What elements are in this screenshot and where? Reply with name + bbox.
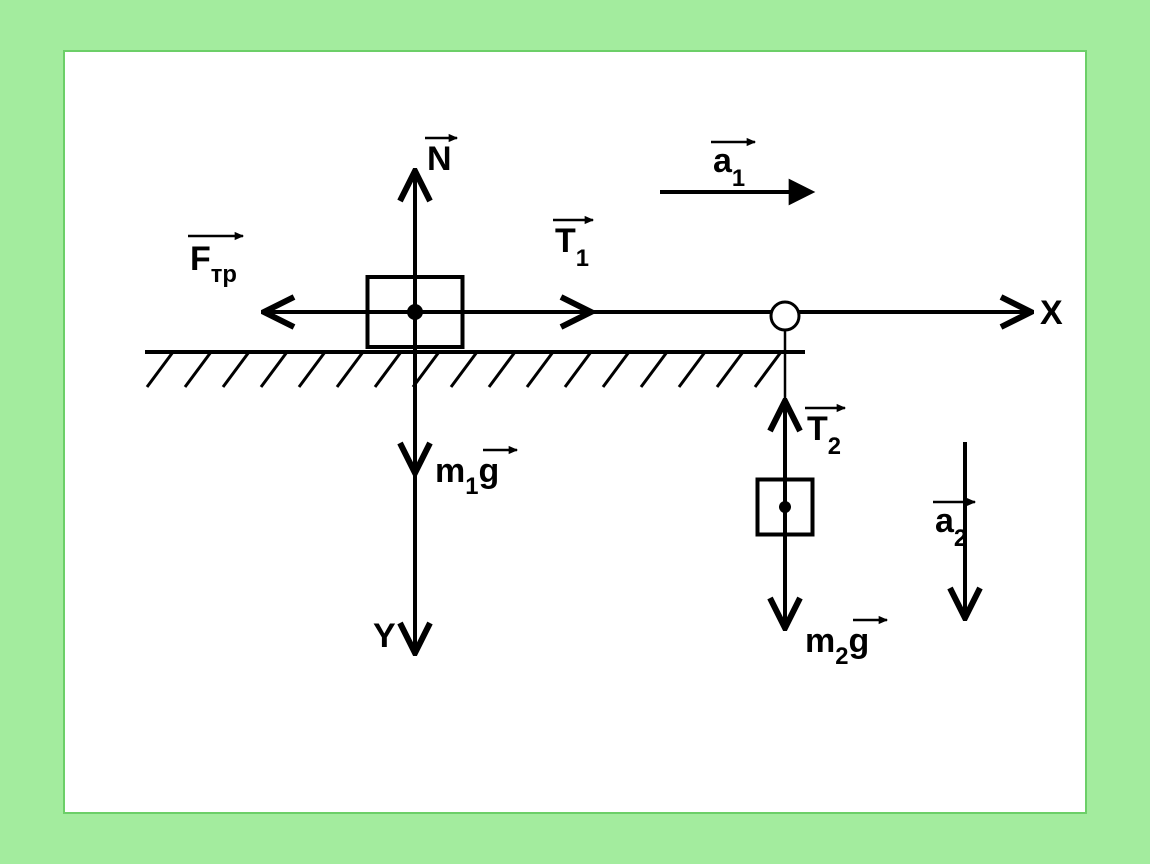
svg-text:m1g: m1g <box>435 452 499 500</box>
friction-force-label: Fтр <box>188 236 243 288</box>
normal-force-label: N <box>425 138 457 178</box>
pulley <box>771 302 799 330</box>
physics-diagram: X N Fтр <box>65 52 1085 812</box>
surface-hatching <box>147 352 781 387</box>
acceleration-1-label: a1 <box>711 142 755 192</box>
svg-text:N: N <box>427 140 452 178</box>
svg-text:a2: a2 <box>935 502 967 552</box>
acceleration-2-label: a2 <box>933 502 975 552</box>
svg-text:m2g: m2g <box>805 622 869 670</box>
diagram-panel: X N Fтр <box>63 50 1087 814</box>
y-axis-label: Y <box>373 617 396 655</box>
tension-1-label: T1 <box>553 220 593 272</box>
svg-text:a1: a1 <box>713 142 745 192</box>
x-axis-label: X <box>1040 294 1063 332</box>
svg-text:T1: T1 <box>555 222 589 272</box>
weight-2-label: m2g <box>805 620 887 670</box>
tension-2-label: T2 <box>805 408 845 460</box>
weight-1-label: m1g <box>435 450 517 500</box>
svg-text:Fтр: Fтр <box>190 240 237 288</box>
svg-text:T2: T2 <box>807 410 841 460</box>
